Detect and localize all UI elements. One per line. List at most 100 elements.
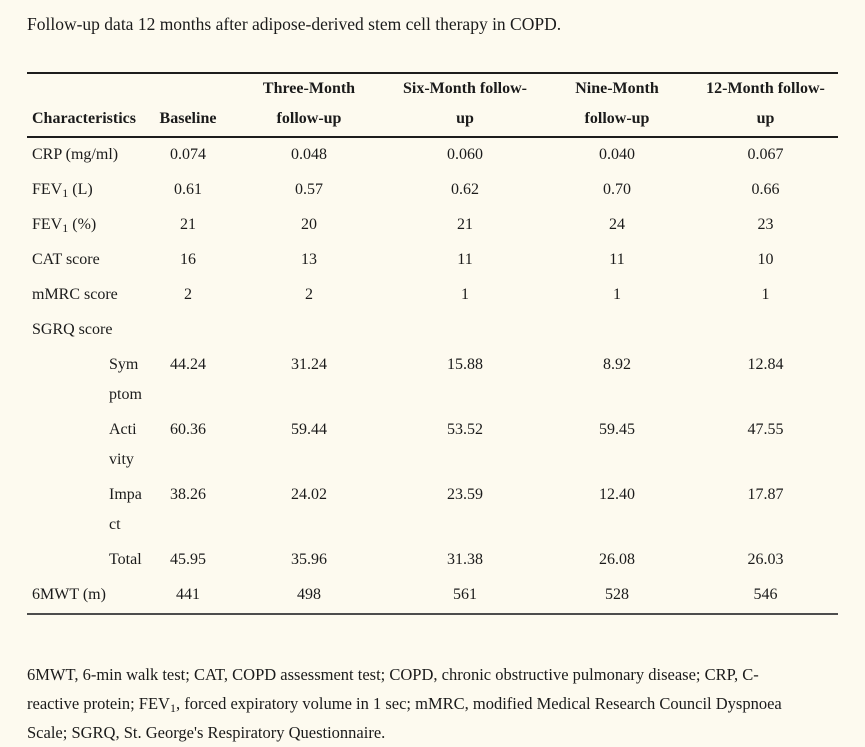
table-row-sgrq-activity: Acti vity 60.36 59.44 53.52 59.45 47.55 — [27, 413, 838, 478]
value-cell-sgrq-symptom-nine-month-follow-up: 8.92 — [603, 356, 631, 373]
subscript-text: 1 — [62, 186, 69, 200]
table-caption: Follow-up data 12 months after adipose-d… — [27, 14, 562, 34]
value-cell-crp-baseline: 0.074 — [170, 146, 206, 163]
value-cell-sgrq-total-nine-month-follow-up: 26.08 — [599, 551, 635, 568]
row-label-6mwt: 6MWT (m) — [27, 578, 147, 614]
value-cell-6mwt-six-month-follow-up: 561 — [453, 586, 477, 603]
value-cell-6mwt-baseline: 441 — [176, 586, 200, 603]
text-fragment: Total — [109, 551, 142, 568]
table-body: CRP (mg/ml) 0.074 0.048 0.060 0.040 0.067 FEV1… — [27, 137, 838, 614]
column-header-characteristics: Characteristics — [32, 110, 136, 127]
row-label-sgrq-total: Total — [27, 543, 147, 578]
column-header-three-month-follow-up: Three-Month follow-up — [262, 80, 356, 127]
text-fragment: ptom — [109, 386, 142, 403]
value-cell-sgrq-impact-nine-month-follow-up: 12.40 — [599, 486, 635, 503]
value-cell-cat-score-six-month-follow-up: 11 — [457, 251, 473, 268]
text-fragment: SGRQ score — [32, 321, 113, 338]
value-cell-cat-score-twelve-month-follow-up: 10 — [757, 251, 774, 268]
text-fragment: vity — [109, 451, 134, 468]
text-fragment: 6MWT, 6-min walk test; CAT, COPD assessm… — [27, 665, 759, 684]
value-cell-sgrq-score-six-month-follow-up — [389, 313, 541, 348]
table-row-sgrq-score: SGRQ score — [27, 313, 838, 348]
table-row-fev1-pct: FEV1 (%) 21 20 21 24 23 — [27, 208, 838, 243]
value-cell-cat-score-baseline: 16 — [180, 251, 196, 268]
value-cell-fev1-pct-baseline: 21 — [180, 216, 196, 233]
followup-table: Characteristics Baseline Three-Month follow… — [27, 72, 838, 615]
value-cell-sgrq-symptom-six-month-follow-up: 15.88 — [447, 356, 483, 373]
value-cell-sgrq-activity-three-month-follow-up: 59.44 — [291, 421, 327, 438]
value-cell-sgrq-activity-baseline: 60.36 — [170, 421, 206, 438]
table-row-sgrq-total: Total 45.95 35.96 31.38 26.08 26.03 — [27, 543, 838, 578]
text-fragment: , forced expiratory volume in 1 sec; mMR… — [175, 694, 782, 713]
row-label-fev1-pct: FEV1 (%) — [27, 208, 147, 243]
text-fragment: CRP (mg/ml) — [32, 146, 119, 163]
value-cell-6mwt-three-month-follow-up: 498 — [297, 586, 321, 603]
subscript-text: 1 — [169, 701, 176, 715]
value-cell-sgrq-score-nine-month-follow-up — [541, 313, 693, 348]
value-cell-sgrq-total-three-month-follow-up: 35.96 — [291, 551, 327, 568]
table-row-6mwt: 6MWT (m) 441 498 561 528 546 — [27, 578, 838, 614]
value-cell-mmrc-score-six-month-follow-up: 1 — [461, 286, 469, 303]
value-cell-fev1-pct-nine-month-follow-up: 24 — [609, 216, 625, 233]
text-fragment: Sym — [109, 356, 139, 373]
row-label-sgrq-score: SGRQ score — [27, 313, 147, 348]
value-cell-sgrq-total-twelve-month-follow-up: 26.03 — [747, 551, 784, 568]
value-cell-mmrc-score-nine-month-follow-up: 1 — [613, 286, 621, 303]
row-label-mmrc-score: mMRC score — [27, 278, 147, 313]
value-cell-fev1-l-nine-month-follow-up: 0.70 — [603, 181, 631, 198]
value-cell-sgrq-symptom-three-month-follow-up: 31.24 — [291, 356, 327, 373]
table-row-cat-score: CAT score 16 13 11 11 10 — [27, 243, 838, 278]
value-cell-fev1-l-six-month-follow-up: 0.62 — [451, 181, 479, 198]
text-fragment: CAT score — [32, 251, 100, 268]
value-cell-mmrc-score-three-month-follow-up: 2 — [305, 286, 313, 303]
value-cell-sgrq-impact-three-month-follow-up: 24.02 — [291, 486, 327, 503]
value-cell-fev1-pct-three-month-follow-up: 20 — [301, 216, 317, 233]
table-row-fev1-l: FEV1 (L) 0.61 0.57 0.62 0.70 0.66 — [27, 173, 838, 208]
table-footnote: 6MWT, 6-min walk test; CAT, COPD assessm… — [27, 660, 838, 747]
text-fragment: ct — [109, 516, 121, 533]
value-cell-sgrq-score-twelve-month-follow-up — [693, 313, 838, 348]
value-cell-mmrc-score-twelve-month-follow-up: 1 — [761, 286, 770, 303]
value-cell-fev1-pct-six-month-follow-up: 21 — [457, 216, 473, 233]
text-fragment: reactive protein; FEV — [27, 694, 170, 713]
value-cell-cat-score-nine-month-follow-up: 11 — [609, 251, 625, 268]
value-cell-sgrq-impact-baseline: 38.26 — [170, 486, 206, 503]
value-cell-sgrq-activity-twelve-month-follow-up: 47.55 — [747, 421, 784, 438]
value-cell-sgrq-impact-six-month-follow-up: 23.59 — [447, 486, 483, 503]
text-fragment: FEV — [32, 181, 63, 198]
row-label-sgrq-symptom: Sym ptom — [27, 348, 147, 413]
value-cell-sgrq-score-three-month-follow-up — [229, 313, 389, 348]
text-fragment: 6MWT (m) — [32, 586, 106, 603]
value-cell-sgrq-score-baseline — [147, 313, 229, 348]
row-label-fev1-l: FEV1 (L) — [27, 173, 147, 208]
value-cell-sgrq-activity-six-month-follow-up: 53.52 — [447, 421, 483, 438]
value-cell-crp-three-month-follow-up: 0.048 — [291, 146, 327, 163]
value-cell-crp-nine-month-follow-up: 0.040 — [599, 146, 635, 163]
value-cell-fev1-l-three-month-follow-up: 0.57 — [295, 181, 323, 198]
text-fragment: FEV — [32, 216, 63, 233]
value-cell-mmrc-score-baseline: 2 — [184, 286, 192, 303]
column-header-baseline: Baseline — [159, 110, 217, 127]
value-cell-sgrq-symptom-twelve-month-follow-up: 12.84 — [747, 356, 784, 373]
value-cell-sgrq-impact-twelve-month-follow-up: 17.87 — [747, 486, 784, 503]
row-label-cat-score: CAT score — [27, 243, 147, 278]
table-row-sgrq-symptom: Sym ptom 44.24 31.24 15.88 8.92 12.84 — [27, 348, 838, 413]
value-cell-6mwt-nine-month-follow-up: 528 — [605, 586, 629, 603]
value-cell-fev1-pct-twelve-month-follow-up: 23 — [757, 216, 774, 233]
value-cell-cat-score-three-month-follow-up: 13 — [301, 251, 317, 268]
value-cell-sgrq-activity-nine-month-follow-up: 59.45 — [599, 421, 635, 438]
text-fragment: mMRC score — [32, 286, 118, 303]
row-label-sgrq-impact: Impa ct — [27, 478, 147, 543]
value-cell-fev1-l-baseline: 0.61 — [174, 181, 202, 198]
text-fragment: Scale; SGRQ, St. George's Respiratory Qu… — [27, 723, 386, 742]
value-cell-sgrq-total-six-month-follow-up: 31.38 — [447, 551, 483, 568]
table-row-mmrc-score: mMRC score 2 2 1 1 1 — [27, 278, 838, 313]
text-fragment: Impa — [109, 486, 142, 503]
value-cell-sgrq-symptom-baseline: 44.24 — [170, 356, 206, 373]
column-header-six-month-follow-up: Six-Month follow-up — [403, 80, 527, 127]
table-row-crp: CRP (mg/ml) 0.074 0.048 0.060 0.040 0.067 — [27, 137, 838, 173]
table-header: Characteristics Baseline Three-Month follow… — [27, 73, 838, 137]
header-row: Characteristics Baseline Three-Month follow… — [27, 73, 838, 137]
table-row-sgrq-impact: Impa ct 38.26 24.02 23.59 12.40 17.87 — [27, 478, 838, 543]
